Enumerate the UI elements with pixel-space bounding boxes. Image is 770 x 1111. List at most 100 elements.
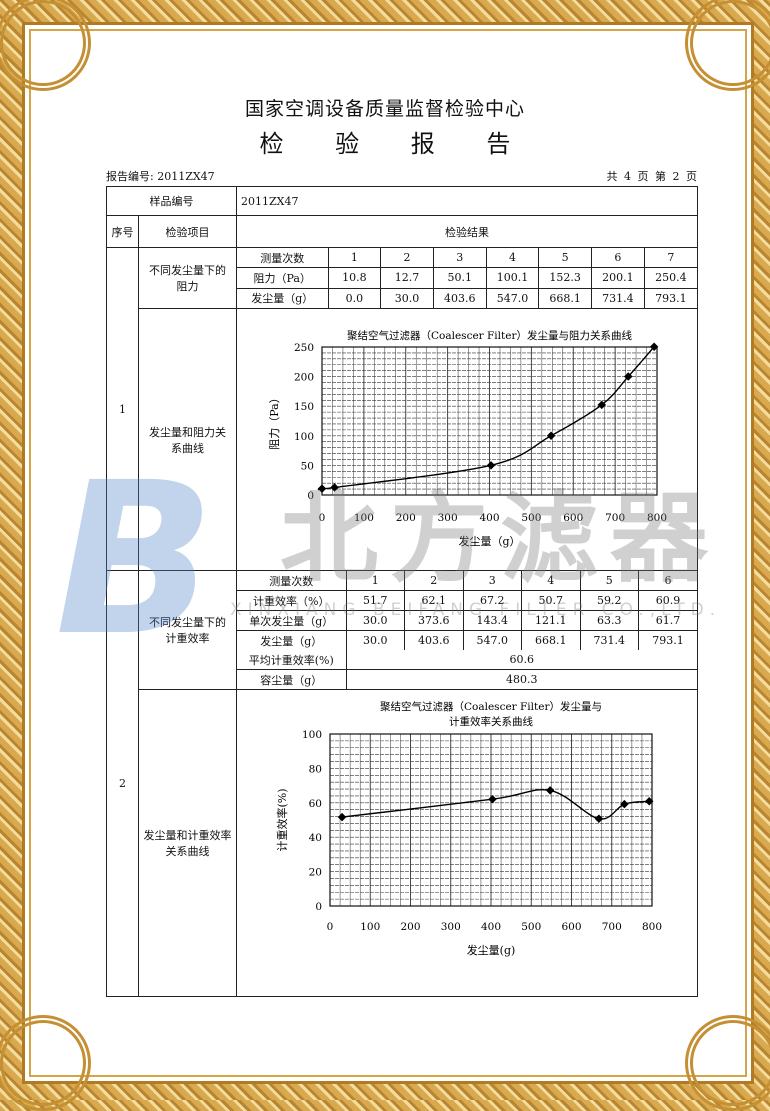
table-cell: 67.2: [462, 590, 522, 611]
y-tick-label: 50: [301, 460, 314, 472]
resistance-chart: 聚结空气过滤器（Coalescer Filter）发尘量与阻力关系曲线 0 100 2…: [268, 329, 667, 548]
avg-efficiency-value: 60.6: [345, 650, 697, 670]
x-tick-label: 600: [561, 921, 581, 933]
table-cell: 1: [345, 571, 405, 591]
dust-capacity-label: 容尘量（g）: [237, 669, 347, 689]
report-title: 检 验 报 告: [259, 130, 533, 158]
row-label: 发尘量（g）: [237, 287, 329, 308]
y-axis-label: 阻力（Pa）: [268, 392, 281, 449]
data-point: [644, 797, 654, 806]
table-cell: 30.0: [345, 610, 405, 631]
ornament-corner: [0, 1015, 91, 1111]
x-tick-label: 800: [642, 921, 662, 933]
x-tick-label: 500: [521, 921, 541, 933]
table-cell: 6: [591, 248, 645, 269]
x-tick-label: 100: [354, 512, 374, 524]
y-tick-label: 0: [307, 490, 314, 502]
chart-title: 聚结空气过滤器（Coalescer Filter）发尘量与: [380, 700, 602, 713]
sample-label: 样品编号: [106, 186, 237, 216]
item-name: 发尘量和计重效率关系曲线: [138, 689, 237, 997]
x-tick-label: 800: [647, 512, 667, 524]
x-axis-label: 发尘量(g): [467, 943, 516, 957]
series-line: [341, 788, 650, 820]
y-tick-label: 100: [294, 431, 314, 443]
table-cell: 30.0: [380, 287, 434, 308]
row-label: 发尘量（g）: [237, 630, 347, 650]
data-point: [597, 400, 607, 410]
data-point: [486, 461, 496, 470]
y-tick-label: 200: [294, 372, 314, 384]
y-tick-label: 100: [302, 729, 322, 741]
table-cell: 62.1: [404, 590, 464, 611]
chart-subtitle: 计重效率关系曲线: [449, 715, 533, 728]
y-tick-label: 150: [294, 401, 314, 413]
data-point: [624, 372, 633, 381]
seq-number: 1: [106, 247, 139, 571]
x-tick-label: 100: [360, 921, 380, 933]
row-label: 阻力（Pa）: [237, 267, 329, 289]
data-point: [337, 812, 347, 822]
x-tick-label: 600: [563, 512, 583, 524]
table-cell: 63.3: [579, 610, 639, 631]
y-tick-label: 80: [309, 763, 322, 775]
table-row: 发尘量（g） 0.0 30.0 403.6 547.0 668.1 731.4 793.1: [237, 287, 697, 308]
col-result: 检验结果: [236, 215, 698, 248]
plot-frame: [321, 346, 658, 496]
table-cell: 61.7: [638, 610, 697, 631]
sample-value: 2011ZX47: [236, 186, 698, 216]
table-row: 阻力（Pa） 10.8 12.7 50.1 100.1 152.3 200.1 250.4: [237, 267, 697, 289]
report-number: 报告编号: 2011ZX47: [106, 170, 215, 183]
table-cell: 731.4: [579, 630, 639, 650]
table-cell: 793.1: [643, 287, 697, 308]
efficiency-table: 测量次数 1 2 3 4 5 6 计重效率（%） 51.7 62.1 67.2 50.7 59.2 60.…: [237, 571, 697, 689]
table-cell: 2: [404, 571, 464, 591]
ornament-corner: [0, 0, 91, 91]
table-row: 单次发尘量（g） 30.0 373.6 143.4 121.1 63.3 61.7: [237, 610, 697, 631]
y-tick-label: 250: [294, 342, 314, 354]
x-tick-label: 0: [327, 921, 334, 933]
y-tick-label: 40: [309, 832, 322, 844]
table-cell: 143.4: [462, 610, 522, 631]
item-name: 发尘量和阻力关系曲线: [138, 308, 237, 571]
x-tick-label: 400: [481, 921, 501, 933]
resistance-table: 测量次数 1 2 3 4 5 6 7 阻力（Pa） 10.8 12.7 50.1 100.1 152.3 2…: [237, 248, 697, 308]
data-point: [317, 484, 327, 493]
table-cell: 3: [432, 248, 487, 269]
table-cell: 3: [462, 571, 522, 591]
x-tick-label: 300: [441, 921, 461, 933]
col-seq: 序号: [106, 215, 139, 248]
data-point: [594, 814, 604, 824]
table-cell: 121.1: [521, 610, 581, 631]
table-row: 计重效率（%） 51.7 62.1 67.2 50.7 59.2 60.9: [237, 590, 697, 611]
table-row: 测量次数 1 2 3 4 5 6: [237, 571, 697, 591]
x-axis-label: 发尘量（g）: [458, 534, 520, 548]
data-point: [545, 786, 555, 795]
table-cell: 2: [380, 248, 434, 269]
x-tick-label: 300: [438, 512, 458, 524]
data-point: [620, 799, 629, 809]
table-cell: 547.0: [485, 287, 540, 308]
table-cell: 668.1: [521, 630, 581, 650]
item-name: 不同发尘量下的计重效率: [138, 570, 237, 690]
table-cell: 30.0: [345, 630, 405, 650]
row-label: 计重效率（%）: [237, 590, 347, 611]
table-cell: 59.2: [579, 590, 639, 611]
table-cell: 152.3: [538, 267, 593, 289]
page-info: 共 4 页 第 2 页: [606, 170, 697, 183]
report-table: 样品编号 2011ZX47 序号 检验项目 检验结果 1 不同发尘量下的阻力 测…: [106, 186, 698, 997]
table-cell: 50.7: [521, 590, 581, 611]
table-cell: 200.1: [591, 267, 645, 289]
avg-efficiency-label: 平均计重效率(%): [237, 650, 347, 670]
table-cell: 793.1: [638, 630, 697, 650]
y-tick-label: 0: [315, 901, 322, 913]
table-cell: 7: [643, 248, 697, 269]
row-label: 测量次数: [237, 571, 347, 591]
table-cell: 5: [538, 248, 593, 269]
table-cell: 373.6: [404, 610, 464, 631]
table-cell: 4: [485, 248, 540, 269]
plot-frame: [329, 733, 653, 907]
table-cell: 403.6: [432, 287, 487, 308]
item-name: 不同发尘量下的阻力: [138, 247, 237, 309]
x-tick-label: 500: [521, 512, 541, 524]
table-row: 测量次数 1 2 3 4 5 6 7: [237, 248, 697, 269]
